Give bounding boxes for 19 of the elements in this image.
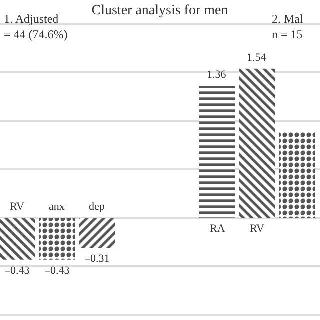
data-label: –0.31 <box>84 253 110 265</box>
data-label: –0.43 <box>4 265 30 277</box>
bar <box>199 86 235 218</box>
bar <box>0 218 35 260</box>
bar <box>39 218 75 260</box>
annotation: 1. Adjusted = 44 (74.6%) <box>4 12 68 42</box>
bar <box>279 132 315 218</box>
x-tick-label: RA <box>210 223 226 235</box>
data-label: –0.43 <box>44 265 70 277</box>
bar <box>239 68 275 218</box>
annotation: 2. Mal n = 15 <box>272 12 304 42</box>
data-label: 1.36 <box>207 69 227 81</box>
x-tick-label: anx <box>49 201 66 213</box>
chart-title: Cluster analysis for men <box>92 4 228 19</box>
x-tick-label: dep <box>89 201 106 213</box>
data-label: 1.54 <box>247 52 267 64</box>
bar <box>79 218 115 248</box>
x-tick-label: RV <box>250 223 264 235</box>
x-tick-label: RV <box>10 201 24 213</box>
